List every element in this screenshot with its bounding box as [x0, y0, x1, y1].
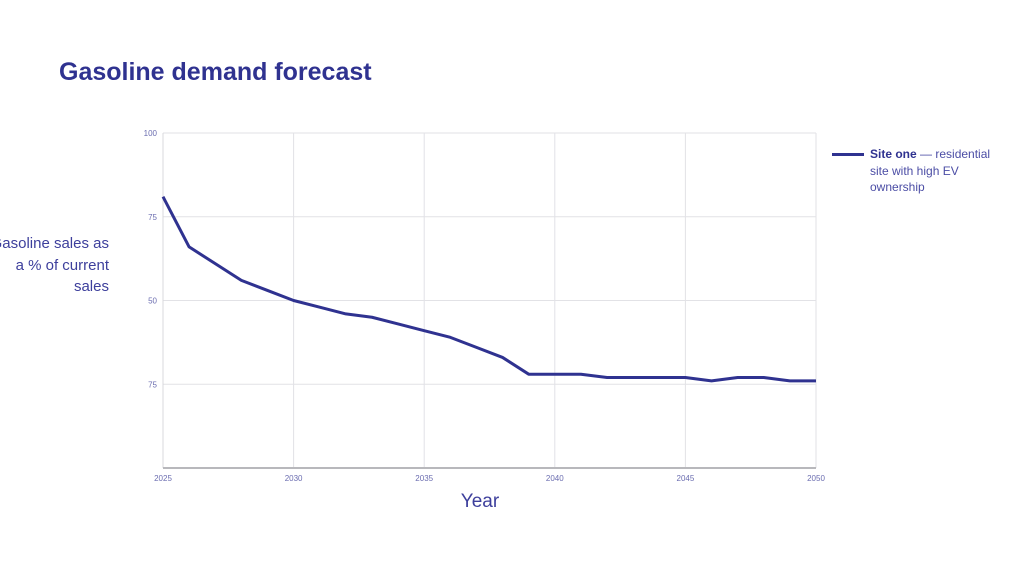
x-tick-label: 2035: [415, 474, 433, 483]
legend-entry: Site one — residential site with high EV…: [870, 146, 1012, 196]
legend: Site one — residential site with high EV…: [832, 146, 1012, 196]
y-tick-label: 100: [144, 129, 158, 138]
x-tick-label: 2040: [546, 474, 564, 483]
legend-series-name: Site one: [870, 147, 917, 161]
y-tick-label: 75: [148, 380, 157, 389]
x-tick-label: 2050: [807, 474, 825, 483]
x-axis-label: Year: [460, 491, 500, 512]
y-tick-label: 50: [148, 297, 157, 306]
x-tick-label: 2030: [285, 474, 303, 483]
chart-title: Gasoline demand forecast: [59, 58, 372, 86]
legend-swatch: [832, 153, 864, 156]
y-tick-label: 75: [148, 213, 157, 222]
x-tick-label: 2025: [154, 474, 172, 483]
series-line: [161, 195, 816, 383]
x-tick-label: 2045: [677, 474, 695, 483]
legend-series-description: — residential site with high EV ownershi…: [870, 147, 991, 194]
y-axis-label: Gasoline sales as a % of current sales: [0, 235, 109, 295]
